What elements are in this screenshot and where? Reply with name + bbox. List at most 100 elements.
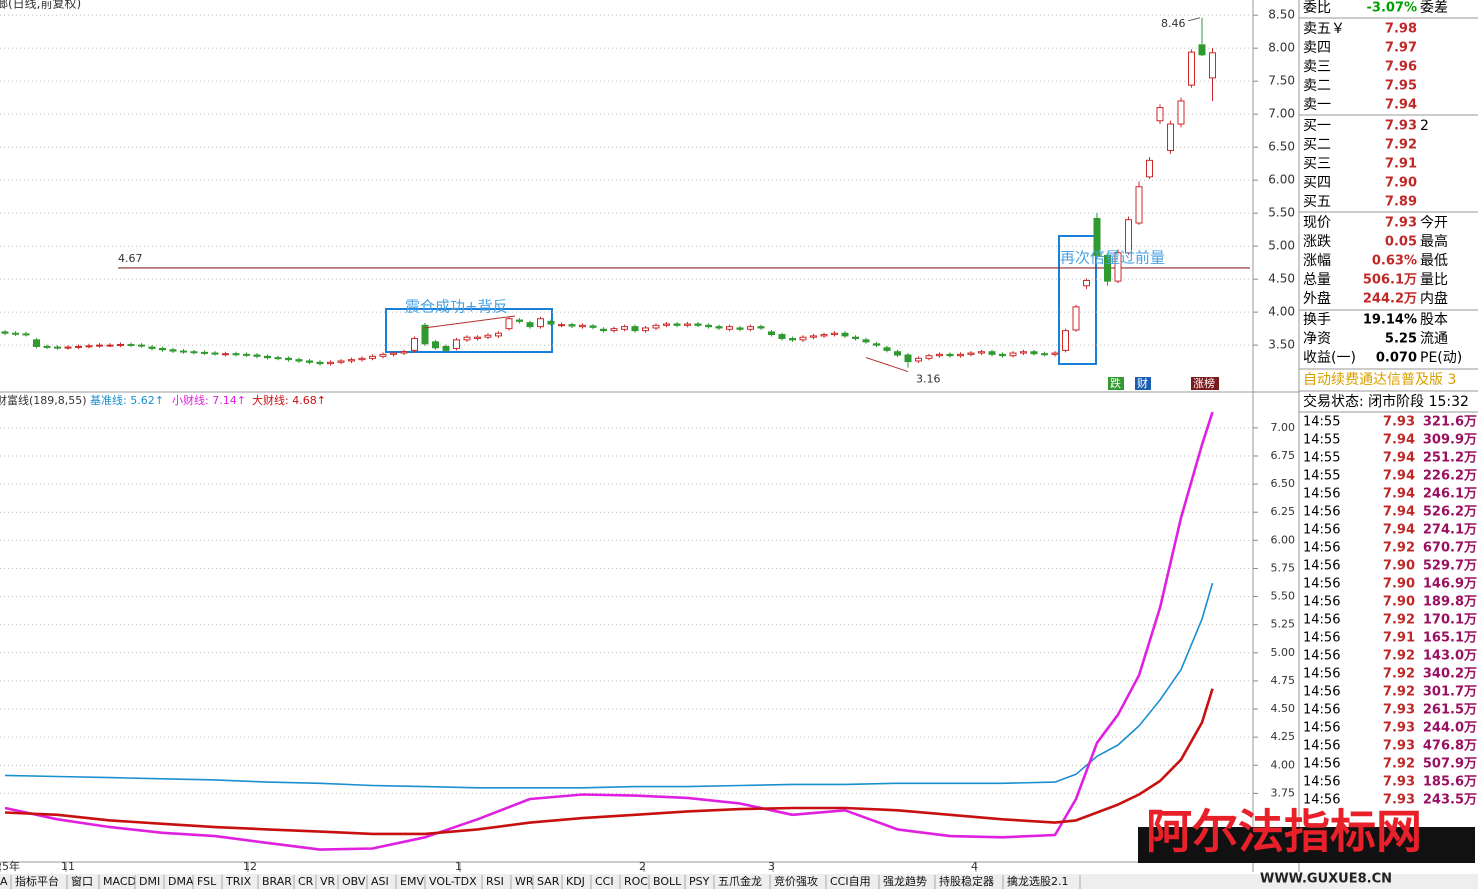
tick-time: 14:56 (1303, 487, 1340, 502)
tab[interactable]: CCI (595, 875, 614, 888)
tick-price: 7.94 (1383, 469, 1415, 484)
candle-body (831, 332, 838, 336)
candle-body (967, 352, 975, 355)
tab[interactable]: DMA (168, 875, 194, 888)
annotation: 震仓成功+背反 (405, 298, 508, 316)
x-tick-label: 25年 (0, 859, 20, 873)
candle-body (1209, 52, 1216, 79)
tick-time: 14:56 (1303, 757, 1340, 772)
quote-label: 收益(一) (1303, 350, 1356, 366)
indicator-title: 财富线(189,8,55) (0, 393, 87, 407)
candle-body (222, 353, 229, 356)
quote-value: 244.2万 (1363, 292, 1417, 307)
quote-label: 卖五￥ (1303, 21, 1345, 37)
tab[interactable]: ASI (371, 875, 389, 888)
tab[interactable]: OBV (342, 875, 366, 888)
y-tick-label: 4.50 (1271, 702, 1296, 715)
quote-panel (1299, 17, 1478, 413)
signal-label: 涨榜 (1193, 376, 1215, 390)
tab[interactable]: A (0, 875, 8, 888)
candle-body (12, 332, 19, 335)
tick-volume: 246.1万 (1423, 487, 1477, 502)
x-tick-label: 2 (639, 860, 646, 873)
tab[interactable]: 竞价强攻 (774, 874, 818, 888)
tick-volume: 340.2万 (1423, 667, 1477, 682)
quote-value: 506.1万 (1363, 273, 1417, 288)
candle-body (316, 361, 324, 365)
candle-body (736, 327, 744, 330)
tab[interactable]: CR (298, 875, 314, 888)
quote-value: 7.96 (1385, 60, 1417, 75)
candle-body (988, 351, 996, 355)
tab[interactable]: BRAR (262, 875, 292, 888)
tab[interactable]: VR (320, 875, 336, 888)
tick-price: 7.93 (1383, 703, 1415, 718)
candle-body (127, 343, 135, 346)
candle-body (148, 346, 156, 349)
trend-arrow (423, 315, 516, 329)
tick-time: 14:56 (1303, 703, 1340, 718)
candle-body (726, 326, 733, 330)
quote-label: 卖四 (1303, 40, 1331, 56)
tab[interactable]: MACD (103, 875, 136, 888)
candle-body (1009, 352, 1017, 357)
x-tick-label: 12 (243, 860, 257, 873)
candle-body (169, 349, 177, 352)
tick-volume: 529.7万 (1423, 559, 1477, 574)
x-tick-label: 4 (971, 860, 978, 873)
candle-body (400, 351, 408, 354)
tab[interactable]: EMV (400, 875, 424, 888)
candle-body (999, 353, 1006, 357)
level-label: 4.67 (118, 252, 143, 265)
tick-volume: 476.8万 (1423, 739, 1477, 754)
tick-time: 14:56 (1303, 541, 1340, 556)
tick-time: 14:56 (1303, 649, 1340, 664)
quote-value: 0.070 (1376, 351, 1417, 366)
tab[interactable]: FSL (197, 875, 217, 888)
candle-body (694, 323, 702, 326)
tab[interactable]: DMI (139, 875, 160, 888)
max-arrow (1187, 17, 1201, 22)
tab[interactable]: KDJ (566, 875, 585, 888)
tab[interactable]: 持股稳定器 (939, 874, 994, 888)
quote-label: 涨跌 (1303, 234, 1331, 250)
tab[interactable]: 擒龙选股2.1 (1007, 874, 1069, 888)
tab[interactable]: PSY (689, 875, 710, 888)
tab[interactable]: VOL-TDX (429, 875, 477, 888)
quote-extra: 量比 (1420, 272, 1448, 288)
candle-body (558, 324, 565, 327)
signal-badge (1135, 377, 1151, 390)
tick-time: 14:56 (1303, 505, 1340, 520)
tick-price: 7.94 (1383, 451, 1415, 466)
quote-value: -3.07% (1367, 1, 1418, 16)
candle-body (358, 357, 366, 361)
candle-body (768, 331, 775, 336)
candle-body (180, 350, 187, 353)
tab[interactable]: 五爪金龙 (718, 874, 762, 888)
tab[interactable]: 强龙趋势 (883, 875, 927, 888)
candle-body (904, 354, 912, 363)
candle-body (75, 345, 82, 348)
tab[interactable]: WR (515, 875, 534, 888)
tick-price: 7.90 (1383, 559, 1415, 574)
candle-body (873, 343, 880, 346)
tab[interactable]: 指标平台 (15, 874, 59, 888)
tick-time: 14:56 (1303, 721, 1340, 736)
candle-body (1167, 123, 1174, 151)
tab[interactable]: 窗口 (71, 874, 93, 888)
tab[interactable]: ROC (624, 875, 648, 888)
tab[interactable]: BOLL (653, 875, 682, 888)
candle-body (264, 355, 271, 359)
y-tick-label: 3.75 (1271, 786, 1296, 799)
tab[interactable]: TRIX (225, 875, 252, 888)
tab[interactable]: RSI (486, 875, 504, 888)
candle-body (946, 353, 954, 357)
tick-price: 7.93 (1383, 793, 1415, 808)
candle-body (54, 346, 61, 349)
tab[interactable]: CCI自用 (830, 875, 871, 888)
candle-body (978, 351, 985, 354)
quote-value: 7.94 (1385, 98, 1417, 113)
tab[interactable]: SAR (537, 875, 560, 888)
y-tick-label: 7.00 (1271, 421, 1296, 434)
